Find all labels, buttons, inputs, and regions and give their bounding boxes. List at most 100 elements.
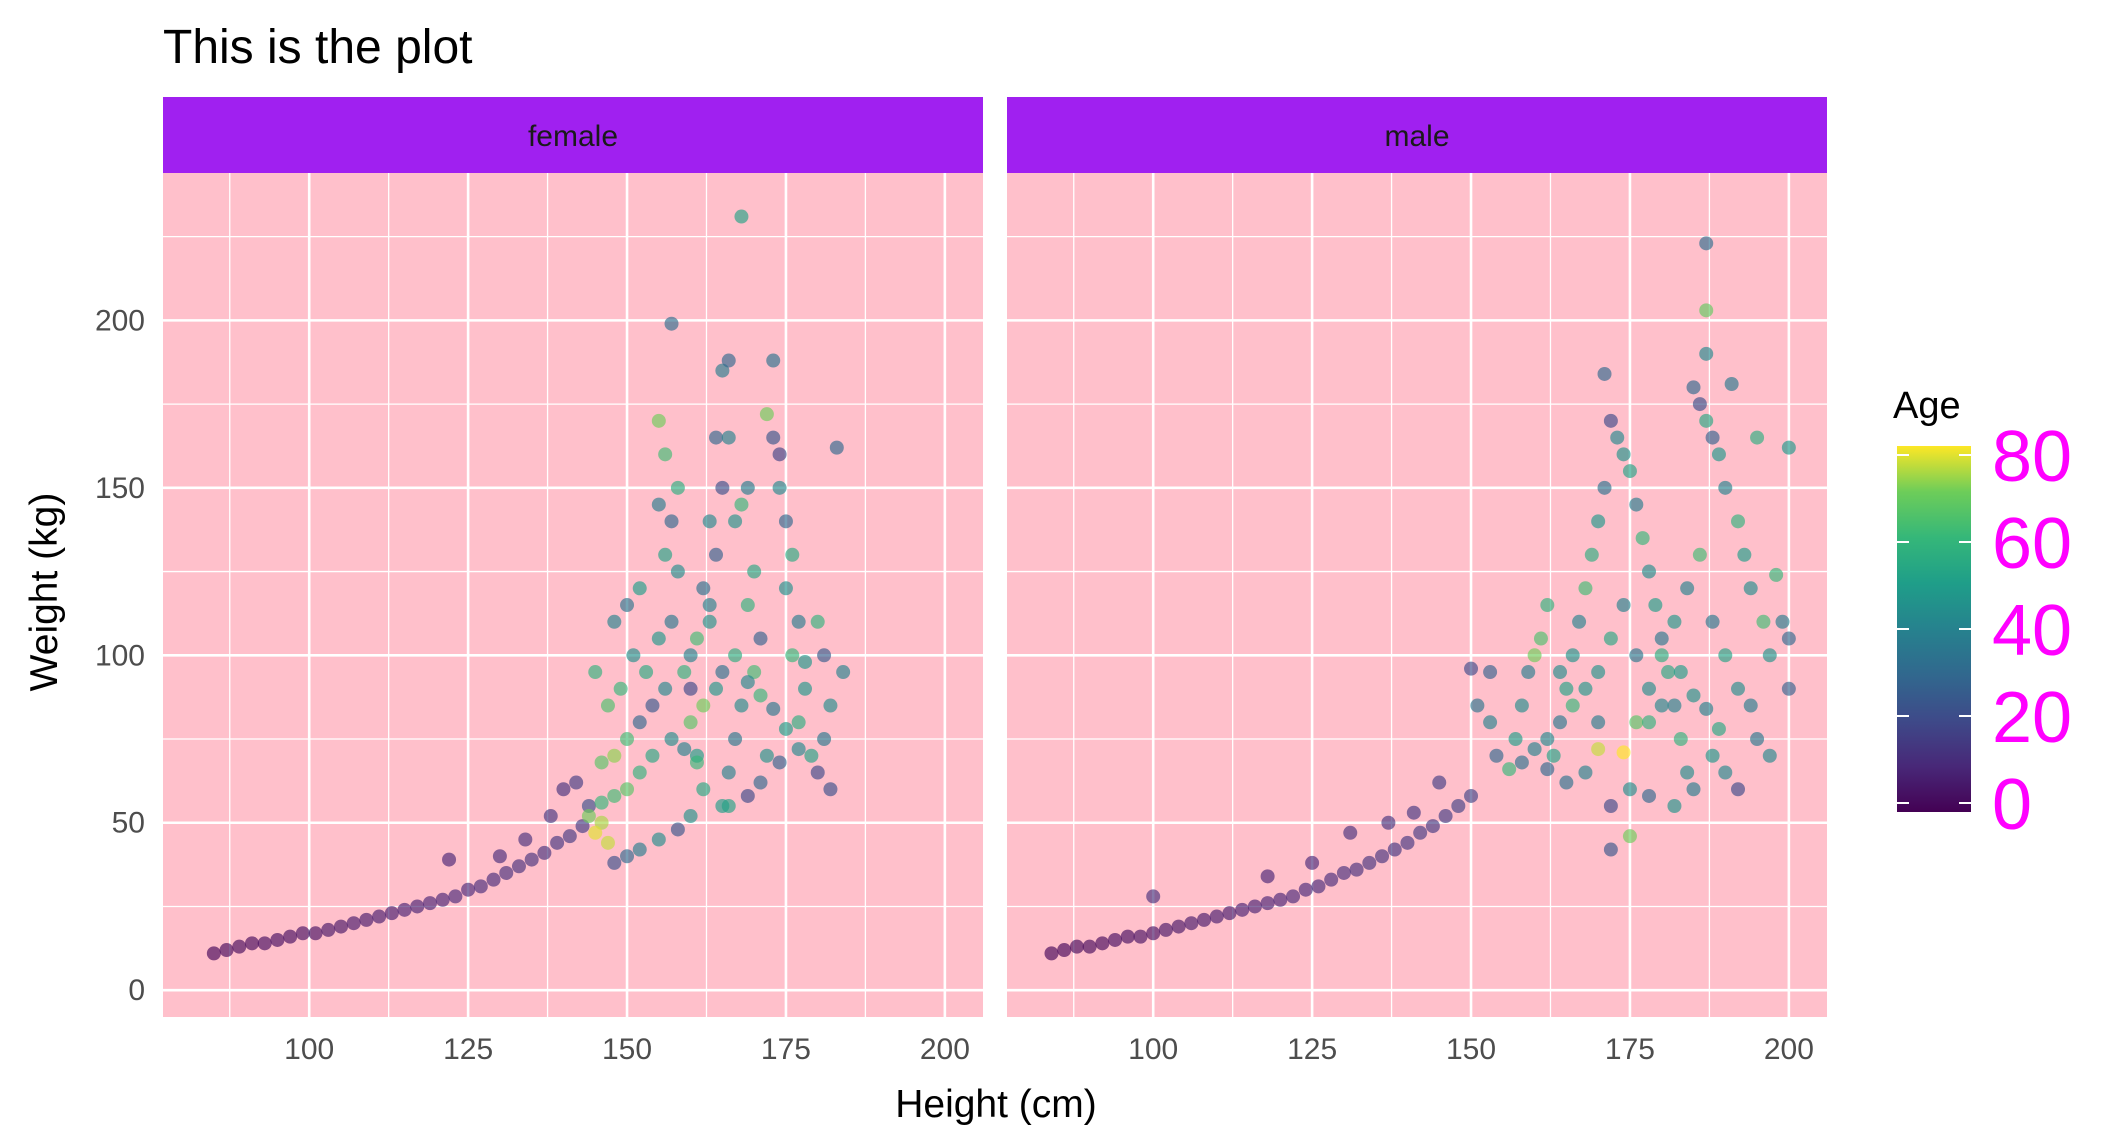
data-point bbox=[651, 631, 666, 646]
data-point bbox=[594, 815, 609, 830]
data-point bbox=[1673, 665, 1688, 680]
data-point bbox=[556, 782, 571, 797]
data-point bbox=[1673, 732, 1688, 747]
panel-background bbox=[1007, 173, 1827, 1017]
data-point bbox=[1247, 899, 1262, 914]
data-point bbox=[664, 316, 679, 331]
facet-panel-female: female 100 125 150 175 200 0 50 100 150 200 bbox=[95, 97, 983, 1066]
y-tick-label: 0 bbox=[128, 974, 145, 1007]
data-point bbox=[664, 614, 679, 629]
data-point bbox=[1642, 564, 1657, 579]
data-point bbox=[1584, 547, 1599, 562]
data-point bbox=[1731, 514, 1746, 529]
data-point bbox=[709, 430, 724, 445]
data-point bbox=[772, 755, 787, 770]
data-point bbox=[1464, 788, 1479, 803]
data-point bbox=[670, 480, 685, 495]
data-point bbox=[321, 922, 336, 937]
data-point bbox=[1533, 631, 1548, 646]
data-point bbox=[734, 698, 749, 713]
data-point bbox=[728, 732, 743, 747]
data-point bbox=[632, 765, 647, 780]
data-point bbox=[219, 943, 234, 958]
data-point bbox=[1413, 825, 1428, 840]
data-point bbox=[664, 732, 679, 747]
data-point bbox=[588, 665, 603, 680]
data-point bbox=[766, 353, 781, 368]
data-point bbox=[1743, 698, 1758, 713]
data-point bbox=[1769, 567, 1784, 582]
data-point bbox=[1521, 665, 1536, 680]
data-point bbox=[728, 514, 743, 529]
data-point bbox=[689, 755, 704, 770]
data-point bbox=[1762, 648, 1777, 663]
data-point bbox=[1667, 799, 1682, 813]
data-point bbox=[1546, 748, 1561, 763]
data-point bbox=[1260, 896, 1275, 911]
y-axis-title: Weight (kg) bbox=[23, 493, 66, 692]
data-point bbox=[721, 799, 736, 813]
data-point bbox=[702, 598, 717, 613]
data-point bbox=[1629, 648, 1644, 663]
data-point bbox=[499, 865, 514, 880]
data-point bbox=[1705, 430, 1720, 445]
data-point bbox=[721, 353, 736, 368]
data-point bbox=[721, 430, 736, 445]
data-point bbox=[683, 648, 698, 663]
x-tick-label: 175 bbox=[761, 1033, 811, 1066]
data-point bbox=[1489, 748, 1504, 763]
data-point bbox=[1527, 648, 1542, 663]
data-point bbox=[620, 782, 635, 797]
data-point bbox=[1642, 681, 1657, 696]
data-point bbox=[562, 829, 577, 844]
data-point bbox=[1527, 742, 1542, 757]
data-point bbox=[257, 936, 272, 951]
data-point bbox=[1514, 755, 1529, 770]
data-point bbox=[1260, 869, 1275, 884]
data-point bbox=[1737, 547, 1752, 562]
data-point bbox=[651, 832, 666, 847]
data-point bbox=[1451, 799, 1466, 813]
data-point bbox=[620, 732, 635, 747]
data-point bbox=[1158, 922, 1173, 937]
data-point bbox=[1273, 892, 1288, 907]
data-point bbox=[442, 852, 457, 867]
data-point bbox=[817, 732, 832, 747]
data-point bbox=[581, 799, 596, 813]
data-point bbox=[581, 809, 596, 824]
data-point bbox=[823, 782, 838, 797]
data-point bbox=[1762, 748, 1777, 763]
data-point bbox=[1781, 440, 1796, 455]
data-point bbox=[1591, 665, 1606, 680]
data-point bbox=[1406, 805, 1421, 820]
legend-tick-label: 20 bbox=[1992, 678, 2072, 758]
data-point bbox=[689, 631, 704, 646]
data-point bbox=[747, 665, 762, 680]
data-point bbox=[1635, 531, 1650, 546]
y-tick-label: 150 bbox=[95, 472, 145, 505]
data-point bbox=[1381, 815, 1396, 830]
data-point bbox=[677, 742, 692, 757]
plot-title: This is the plot bbox=[163, 21, 472, 74]
data-point bbox=[778, 514, 793, 529]
data-point bbox=[1718, 480, 1733, 495]
data-point bbox=[620, 849, 635, 864]
data-point bbox=[543, 809, 558, 824]
data-point bbox=[1711, 447, 1726, 462]
legend-colorbar bbox=[1897, 446, 1971, 812]
data-point bbox=[683, 809, 698, 824]
data-point bbox=[740, 480, 755, 495]
data-point bbox=[1222, 906, 1237, 921]
data-point bbox=[702, 514, 717, 529]
data-point bbox=[709, 681, 724, 696]
data-point bbox=[798, 654, 813, 669]
data-point bbox=[1540, 598, 1555, 613]
data-point bbox=[1540, 732, 1555, 747]
data-point bbox=[1184, 916, 1199, 931]
data-point bbox=[1750, 732, 1765, 747]
data-point bbox=[1680, 765, 1695, 780]
data-point bbox=[1781, 631, 1796, 646]
data-point bbox=[1750, 430, 1765, 445]
y-tick-label: 200 bbox=[95, 304, 145, 337]
data-point bbox=[575, 819, 590, 834]
